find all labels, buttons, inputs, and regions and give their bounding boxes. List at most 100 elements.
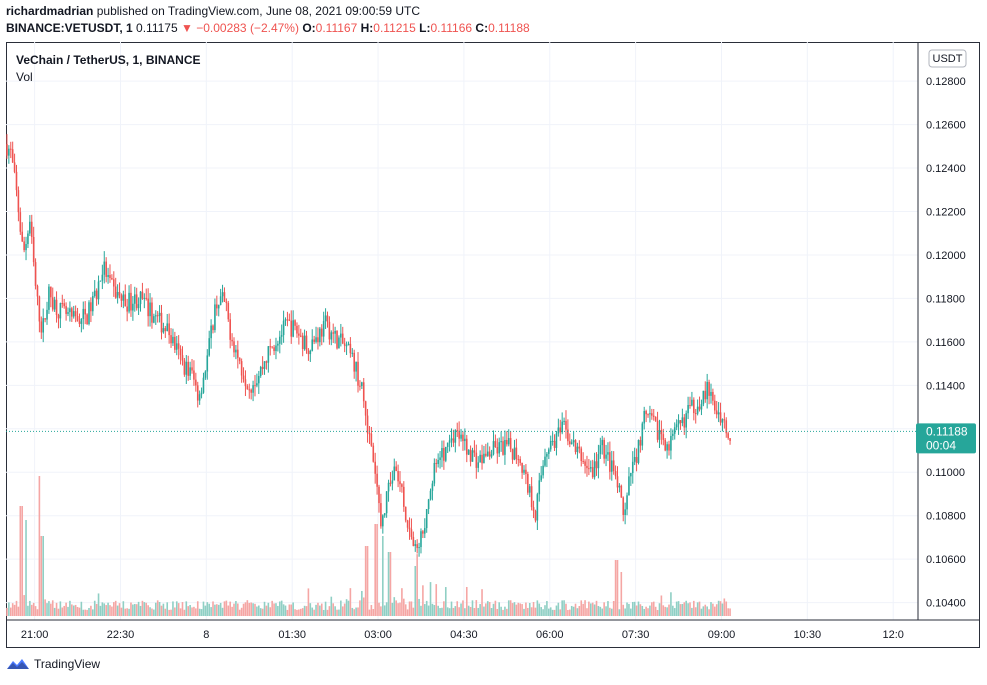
volume-bar	[311, 607, 314, 616]
volume-bar	[685, 600, 687, 616]
volume-bar	[647, 608, 649, 616]
volume-bar	[591, 602, 594, 616]
candle-body	[259, 366, 262, 377]
candle-body	[414, 544, 417, 546]
volume-bar	[202, 601, 205, 616]
candle-body	[422, 531, 424, 534]
candle-body	[9, 148, 12, 150]
candle-body	[90, 302, 92, 312]
volume-bar	[441, 607, 443, 616]
candle-body	[452, 438, 455, 443]
volume-bar	[658, 603, 661, 616]
volume-bar	[216, 604, 218, 616]
candle-body	[467, 449, 470, 455]
candle-body	[710, 391, 712, 396]
candle-body	[544, 456, 546, 466]
candle-body	[128, 292, 130, 312]
volume-bar	[628, 603, 630, 616]
candle-body	[265, 361, 268, 363]
footer-brand[interactable]: TradingView	[6, 657, 100, 671]
candle-body	[46, 309, 48, 320]
volume-bar	[353, 609, 356, 616]
candle-body	[38, 296, 41, 322]
volume-bar	[498, 602, 501, 616]
candle-body	[481, 454, 483, 464]
volume-bar	[387, 552, 390, 616]
candle-body	[162, 328, 165, 333]
volume-bar	[366, 546, 369, 616]
candle-body	[439, 457, 441, 460]
candle-body	[456, 430, 459, 432]
volume-bar	[380, 606, 382, 616]
candle-body	[431, 483, 434, 491]
time-tick-label: 06:00	[536, 629, 564, 641]
volume-bar	[693, 600, 695, 616]
candle-body	[179, 348, 182, 356]
volume-bar	[84, 609, 86, 616]
candle-body	[670, 435, 672, 451]
candle-body	[65, 306, 67, 314]
volume-bar	[143, 602, 146, 616]
volume-bar	[93, 600, 96, 616]
volume-bar	[82, 609, 85, 616]
last-price: 0.11175	[136, 21, 178, 35]
candle-body	[254, 385, 256, 387]
volume-bar	[456, 601, 459, 616]
volume-bar	[370, 604, 373, 616]
candle-body	[651, 413, 653, 416]
volume-bar	[715, 604, 718, 616]
candle-body	[702, 390, 705, 405]
volume-bar	[561, 600, 563, 616]
candle-body	[548, 449, 550, 454]
volume-bar	[702, 606, 705, 616]
candle-body	[338, 337, 340, 349]
candle-body	[693, 399, 695, 414]
candle-body	[237, 349, 239, 358]
volume-bar	[494, 600, 497, 616]
candle-body	[233, 341, 235, 353]
last-price-tag: 0.11188 00:04	[916, 423, 976, 454]
close-label: C:	[475, 21, 489, 35]
volume-bar	[696, 602, 699, 616]
candle-body	[441, 448, 443, 458]
volume-bar	[399, 602, 401, 616]
volume-bar	[61, 607, 64, 616]
volume-bar	[160, 605, 163, 616]
volume-bar	[691, 607, 693, 616]
volume-bar	[568, 609, 571, 616]
volume-bar	[551, 609, 554, 616]
volume-bar	[198, 608, 201, 616]
candle-body	[55, 299, 58, 315]
volume-bar	[357, 607, 359, 616]
volume-bar	[534, 607, 537, 616]
volume-bar	[103, 603, 106, 616]
candle-body	[729, 438, 731, 442]
volume-bar	[269, 607, 272, 616]
volume-bar	[467, 605, 470, 616]
volume-bar	[496, 608, 499, 616]
candle-body	[385, 491, 388, 514]
volume-bar	[294, 609, 296, 616]
currency-badge[interactable]: USDT	[928, 49, 967, 68]
candle-body	[567, 429, 569, 442]
candle-body	[248, 389, 251, 391]
candle-body	[132, 303, 134, 311]
volume-bar	[717, 600, 720, 616]
volume-bar	[383, 605, 386, 616]
candle-body	[658, 429, 661, 440]
volume-bar	[105, 605, 107, 616]
candle-body	[599, 445, 602, 455]
author-name[interactable]: richardmadrian	[6, 4, 94, 18]
candle-body	[208, 338, 210, 356]
candle-body	[368, 433, 371, 435]
candle-body	[549, 440, 552, 450]
candle-body	[572, 440, 575, 443]
volume-bar	[593, 604, 596, 616]
volume-bar	[97, 593, 100, 616]
volume-bar	[118, 603, 121, 616]
volume-bar	[307, 588, 310, 616]
candle-body	[263, 361, 266, 369]
candle-body	[238, 357, 241, 362]
volume-bar	[172, 601, 174, 616]
